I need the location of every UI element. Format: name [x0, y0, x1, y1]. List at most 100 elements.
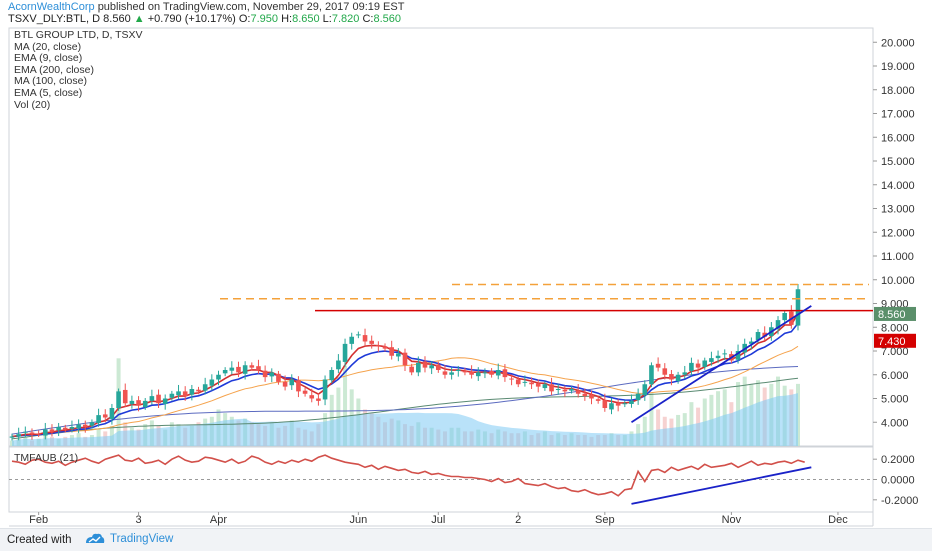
candle-body	[682, 372, 688, 375]
candle-body	[522, 381, 528, 383]
candle-body	[449, 372, 454, 375]
created-with-text: Created with	[7, 534, 72, 546]
candle-body	[775, 320, 781, 329]
candle-body	[149, 396, 155, 401]
support-trendline	[630, 305, 812, 424]
study-ema9[interactable]: EMA (9, close)	[14, 52, 83, 65]
volume-bar	[656, 409, 661, 446]
candle-body	[475, 372, 481, 377]
price-tick-label: 12.000	[881, 227, 915, 239]
candle-body	[116, 391, 121, 408]
last-price: 8.560	[103, 13, 131, 25]
candle-body	[675, 374, 681, 381]
time-tick-label: Jun	[349, 514, 367, 526]
price-tick-label: 10.000	[881, 275, 915, 287]
candle-body	[49, 429, 55, 432]
candle-body	[356, 334, 361, 336]
price-tick-label: 16.000	[881, 132, 915, 144]
time-tick-label: Feb	[29, 514, 48, 526]
price-tick-label: 18.000	[881, 85, 915, 97]
candle-body	[642, 384, 648, 396]
candle-body	[242, 365, 248, 374]
study-ema5[interactable]: EMA (5, close)	[14, 86, 83, 99]
price-tick-label: 4.000	[881, 417, 909, 429]
candle-body	[62, 427, 68, 430]
candle-body	[202, 384, 208, 391]
candle-body	[229, 367, 235, 371]
candle-body	[276, 373, 281, 382]
candle-body	[535, 383, 541, 387]
time-tick-label: Jul	[431, 514, 445, 526]
candle-body	[169, 393, 175, 398]
candle-body	[529, 382, 534, 385]
study-ema200[interactable]: EMA (200, close)	[14, 63, 94, 76]
candle-body	[469, 371, 474, 375]
candle-body	[216, 374, 221, 380]
candle-body	[82, 424, 88, 427]
candle-body	[622, 403, 628, 405]
volume-bar	[689, 402, 694, 446]
candle-body	[76, 424, 81, 429]
candle-body	[136, 400, 141, 406]
price-tick-label: 5.000	[881, 394, 909, 406]
candle-body	[695, 363, 701, 368]
header-bar: AcornWealthCorp published on TradingView…	[0, 0, 932, 28]
open-value: 7.950	[250, 13, 279, 25]
time-tick-label: 2	[515, 514, 521, 526]
price-change: +0.790 (+10.17%)	[147, 13, 236, 25]
close-label: C:	[362, 13, 374, 25]
study-volume[interactable]: Vol (20)	[14, 98, 51, 111]
candle-body	[735, 351, 741, 360]
candle-body	[442, 371, 448, 375]
author-link[interactable]: AcornWealthCorp	[8, 1, 95, 13]
candle-body	[749, 341, 754, 344]
price-tick-label: 7.000	[881, 346, 909, 358]
candle-body	[762, 332, 767, 337]
candle-body	[416, 362, 421, 373]
candle-body	[289, 379, 295, 386]
price-tick-label: 8.000	[881, 322, 909, 334]
indicator-tick-label: 0.0000	[881, 475, 915, 487]
candle-body	[109, 408, 115, 419]
candle-body	[282, 381, 288, 387]
publish-line: AcornWealthCorp published on TradingView…	[8, 1, 404, 13]
candle-body	[302, 390, 308, 394]
candle-body	[715, 355, 721, 359]
volume-ma-area	[12, 393, 798, 446]
candle-body	[162, 398, 168, 404]
symbol-name: TSXV_DLY:BTL, D	[8, 13, 101, 25]
candle-body	[309, 395, 315, 399]
indicator-label: TMFAUB (21)	[14, 452, 78, 464]
candle-body	[389, 347, 394, 356]
tradingview-brand[interactable]: TradingView	[84, 532, 173, 546]
candle-body	[249, 365, 255, 368]
candle-body	[342, 343, 348, 362]
candle-body	[649, 365, 654, 385]
candle-body	[655, 363, 661, 368]
close-value: 8.560	[373, 13, 401, 25]
candle-body	[422, 361, 428, 368]
candle-body	[89, 422, 95, 426]
candle-body	[349, 336, 355, 344]
candle-body	[362, 335, 368, 342]
volume-bar	[649, 393, 654, 446]
low-value: 7.820	[331, 13, 360, 25]
candle-body	[256, 366, 261, 370]
study-ma20[interactable]: MA (20, close)	[14, 40, 82, 53]
candle-body	[36, 433, 41, 435]
studies-legend: BTL GROUP LTD, D, TSXV MA (20, close) EM…	[14, 29, 143, 111]
candle-body	[329, 370, 335, 381]
tradingview-brand-name: TradingView	[110, 533, 174, 545]
candle-body	[336, 360, 341, 370]
candle-body	[555, 389, 561, 390]
candle-body	[509, 378, 514, 380]
candle-body	[222, 370, 228, 374]
candle-body	[176, 391, 181, 396]
low-label: L:	[322, 13, 332, 25]
time-tick-label: Dec	[828, 514, 848, 526]
study-ma100[interactable]: MA (100, close)	[14, 75, 87, 88]
chart-canvas[interactable]: 20.000 19.000 18.000 17.000 16.000 15.000 14.0…	[0, 0, 932, 528]
candle-body	[96, 415, 101, 423]
high-value: 8.650	[292, 13, 320, 25]
candle-body	[209, 379, 215, 386]
